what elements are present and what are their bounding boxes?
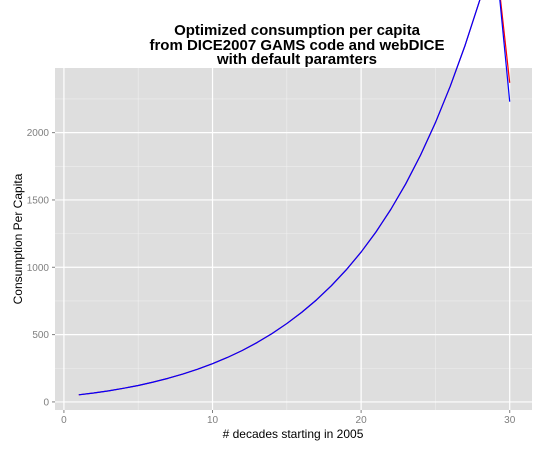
chart-title-line-1: Optimized consumption per capita bbox=[174, 22, 421, 39]
x-axis-title: # decades starting in 2005 bbox=[223, 427, 364, 441]
x-tick-label: 20 bbox=[356, 415, 368, 426]
minor-gridlines bbox=[55, 68, 532, 410]
series-line-2 bbox=[78, 0, 511, 396]
y-axis-title: Consumption Per Capita bbox=[11, 173, 25, 304]
y-tick-label: 2000 bbox=[27, 128, 50, 139]
chart-title-line-2: from DICE2007 GAMS code and webDICE bbox=[149, 37, 444, 54]
chart-title-line-3: with default paramters bbox=[216, 51, 377, 68]
x-tick-label: 30 bbox=[504, 415, 516, 426]
y-tick-label: 0 bbox=[43, 397, 49, 408]
major-gridlines bbox=[55, 68, 532, 410]
plot-panel bbox=[55, 68, 532, 410]
x-tick-label: 10 bbox=[207, 415, 219, 426]
x-tick-labels: 0 10 20 30 bbox=[61, 415, 516, 426]
y-tick-labels: 0 500 1000 1500 2000 bbox=[27, 128, 50, 408]
series-layer bbox=[78, 0, 511, 396]
y-tick-label: 1500 bbox=[27, 195, 50, 206]
y-tick-label: 500 bbox=[32, 330, 49, 341]
y-tick-label: 1000 bbox=[27, 263, 50, 274]
x-tick-label: 0 bbox=[61, 415, 67, 426]
axis-ticks bbox=[52, 132, 511, 413]
